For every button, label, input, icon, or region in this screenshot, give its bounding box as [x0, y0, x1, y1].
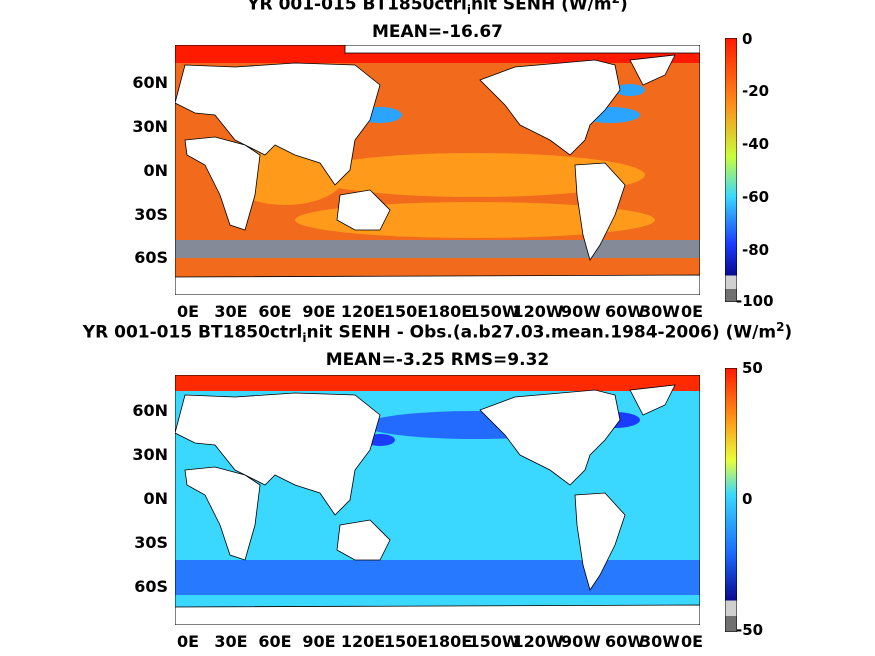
panel2-lat-0n: 0N — [143, 489, 168, 508]
panel2-lat-60n: 60N — [132, 401, 168, 420]
panel2-lon-label: 90E — [302, 632, 336, 651]
panel1-lon-label: 30W — [640, 302, 680, 321]
panel1-lon-label: 120W — [512, 302, 564, 321]
panel2-stats: MEAN=-3.25 RMS=9.32 — [325, 350, 550, 370]
panel2-lat-30n: 30N — [132, 445, 168, 464]
panel2-colorbar — [725, 368, 737, 632]
panel2-lon-label: 30W — [640, 632, 680, 651]
panel1-lon-label: 150E — [383, 302, 429, 321]
panel1-colorbar — [725, 38, 737, 302]
panel1-lon-label: 120E — [340, 302, 386, 321]
panel1-lat-60n: 60N — [132, 73, 168, 92]
panel2-lon-label: 90W — [561, 632, 601, 651]
panel1-lon-label: 90W — [561, 302, 601, 321]
panel1-map — [175, 45, 700, 295]
panel2-lon-label: 150E — [383, 632, 429, 651]
panel1-stats: MEAN=-16.67 — [372, 22, 503, 42]
panel1-cbar-tick-5: -100 — [736, 292, 774, 310]
panel2-lon-label: 30E — [214, 632, 248, 651]
panel2-lon-label: 60W — [605, 632, 645, 651]
panel1-title: YR 001-015 BT1850ctrlinit SENH (W/m2) — [247, 0, 628, 18]
panel1-lon-label: 0E — [176, 302, 200, 321]
panel2-lon-label: 0E — [680, 632, 704, 651]
panel2-cbar-tick-2: -50 — [736, 621, 764, 639]
panel2-map — [175, 375, 700, 625]
panel1-cbar-tick-1: -20 — [742, 82, 770, 100]
panel1-lon-label: 0E — [680, 302, 704, 321]
panel1-lon-label: 180E — [427, 302, 473, 321]
panel2-lon-label: 150W — [468, 632, 520, 651]
panel1-lat-30n: 30N — [132, 117, 168, 136]
panel2-title: YR 001-015 BT1850ctrlinit SENH - Obs.(a.… — [82, 320, 793, 346]
panel2-lon-label: 180E — [427, 632, 473, 651]
panel1-cbar-tick-4: -80 — [742, 241, 770, 259]
panel1-cbar-tick-0: 0 — [742, 30, 753, 48]
panel2-lon-label: 60E — [258, 632, 292, 651]
panel2-lat-30s: 30S — [134, 533, 168, 552]
panel2-lon-label: 120E — [340, 632, 386, 651]
panel1-lat-60s: 60S — [134, 248, 168, 267]
panel2-lat-60s: 60S — [134, 577, 168, 596]
panel2-lon-label: 0E — [176, 632, 200, 651]
panel1-lon-label: 60E — [258, 302, 292, 321]
panel2-cbar-tick-0: 50 — [742, 359, 763, 377]
panel2-lon-label: 120W — [512, 632, 564, 651]
panel1-lon-label: 30E — [214, 302, 248, 321]
panel1-lon-label: 150W — [468, 302, 520, 321]
panel1-lat-0n: 0N — [143, 161, 168, 180]
panel1-lon-label: 60W — [605, 302, 645, 321]
panel1-lat-30s: 30S — [134, 205, 168, 224]
panel1-cbar-tick-3: -60 — [742, 188, 770, 206]
panel1-lon-label: 90E — [302, 302, 336, 321]
panel2-cbar-tick-1: 0 — [742, 490, 753, 508]
panel1-cbar-tick-2: -40 — [742, 135, 770, 153]
